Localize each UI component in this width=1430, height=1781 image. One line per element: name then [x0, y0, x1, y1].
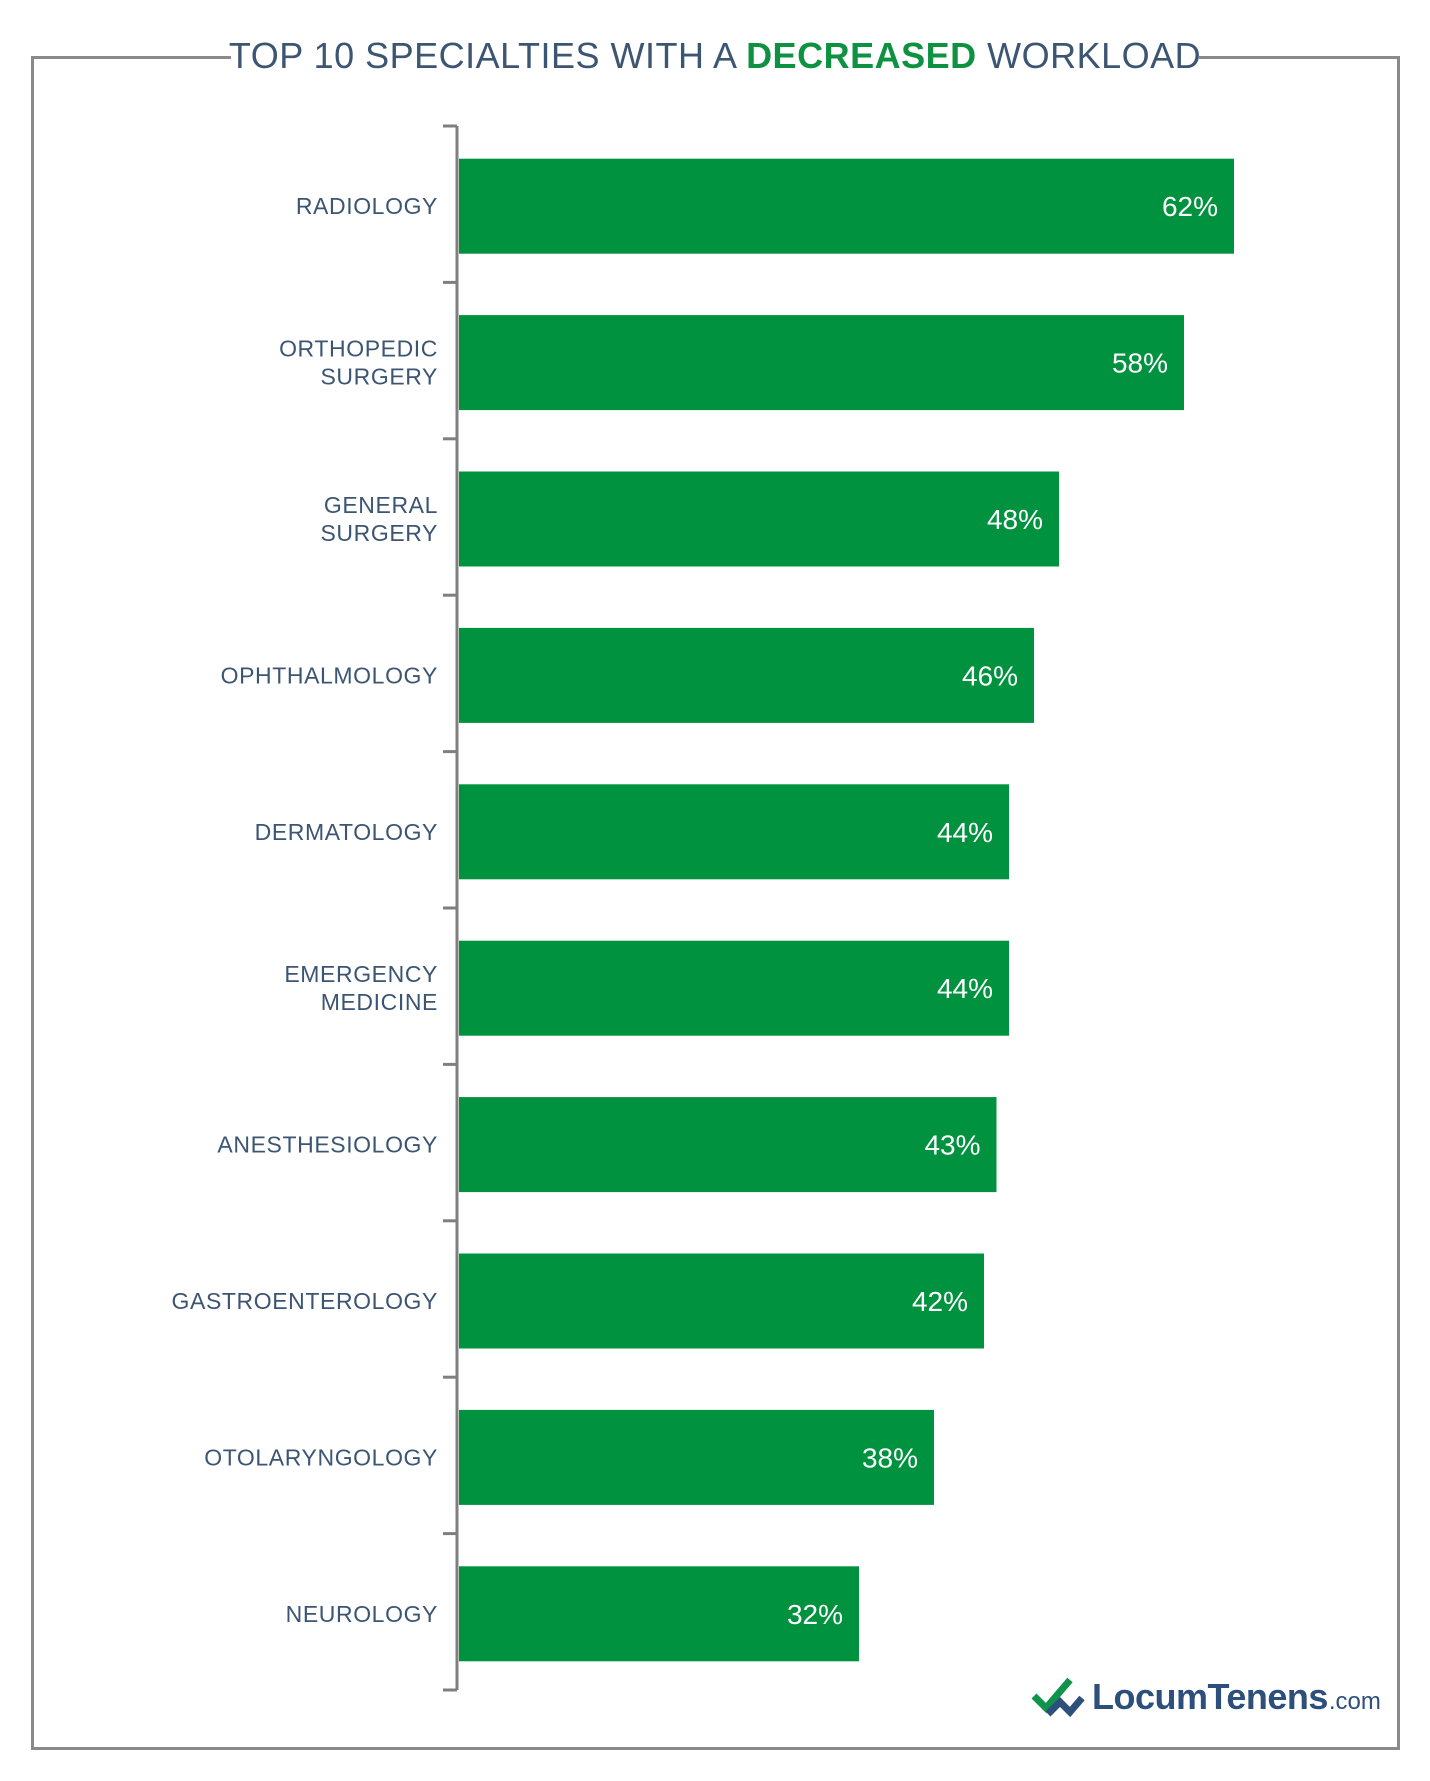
category-label: ANESTHESIOLOGY: [217, 1132, 438, 1158]
chart-title: TOP 10 SPECIALTIES WITH A DECREASED WORK…: [229, 35, 1201, 77]
category-label: GASTROENTEROLOGY: [172, 1288, 438, 1314]
bar: [459, 1097, 997, 1193]
bar-value-label: 58%: [1112, 348, 1168, 379]
category-label-line: ORTHOPEDIC: [279, 336, 438, 362]
title-suffix: WORKLOAD: [976, 35, 1202, 76]
category-label-line: MEDICINE: [321, 989, 438, 1015]
bar-value-label: 48%: [987, 504, 1043, 535]
category-label-line: SURGERY: [320, 520, 438, 546]
bar-value-label: 44%: [937, 973, 993, 1004]
category-label: OTOLARYNGOLOGY: [204, 1444, 438, 1470]
brand-logo: LocumTenens .com: [1030, 1672, 1381, 1722]
category-label-line: GENERAL: [324, 492, 438, 518]
title-highlight: DECREASED: [746, 35, 977, 76]
category-label-line: SURGERY: [320, 364, 438, 390]
bar: [459, 158, 1234, 254]
bar: [459, 627, 1034, 723]
logo-suffix: .com: [1328, 1688, 1381, 1715]
category-label-line: ANESTHESIOLOGY: [217, 1132, 438, 1158]
category-label-line: GASTROENTEROLOGY: [172, 1288, 438, 1314]
category-label: RADIOLOGY: [296, 193, 438, 219]
category-label-line: RADIOLOGY: [296, 193, 438, 219]
category-label: ORTHOPEDIC SURGERY: [279, 336, 438, 390]
category-label: GENERAL SURGERY: [320, 492, 438, 546]
bar-value-label: 43%: [924, 1130, 980, 1161]
bar-value-label: 62%: [1162, 191, 1218, 222]
title-prefix: TOP 10 SPECIALTIES WITH A: [228, 35, 747, 76]
category-label: EMERGENCY MEDICINE: [284, 961, 438, 1015]
category-label: DERMATOLOGY: [255, 819, 438, 845]
bar-value-label: 46%: [962, 660, 1018, 691]
logo-name: Locum: [1092, 1676, 1208, 1717]
category-label-line: NEUROLOGY: [286, 1601, 438, 1627]
checkmark-arrows-icon: [1031, 1677, 1085, 1718]
bar: [459, 315, 1184, 411]
category-label: OPHTHALMOLOGY: [221, 662, 438, 688]
bar: [459, 1253, 984, 1349]
bar: [459, 1566, 859, 1662]
title-container: TOP 10 SPECIALTIES WITH A DECREASED WORK…: [229, 26, 1201, 86]
bar-value-label: 44%: [937, 817, 993, 848]
bar-value-label: 38%: [862, 1442, 918, 1473]
category-label: NEUROLOGY: [286, 1601, 438, 1627]
bar-value-label: 32%: [787, 1599, 843, 1630]
category-label-line: DERMATOLOGY: [255, 819, 438, 845]
category-label-line: EMERGENCY: [284, 961, 438, 987]
logo-text: LocumTenens: [1092, 1676, 1328, 1718]
bar: [459, 940, 1009, 1036]
bar-value-label: 42%: [912, 1286, 968, 1317]
category-label-line: OTOLARYNGOLOGY: [204, 1444, 438, 1470]
bar: [459, 1409, 934, 1505]
bar: [459, 471, 1059, 567]
logo-name2: Tenens: [1207, 1676, 1329, 1717]
bar: [459, 784, 1009, 880]
category-label-line: OPHTHALMOLOGY: [221, 662, 438, 688]
